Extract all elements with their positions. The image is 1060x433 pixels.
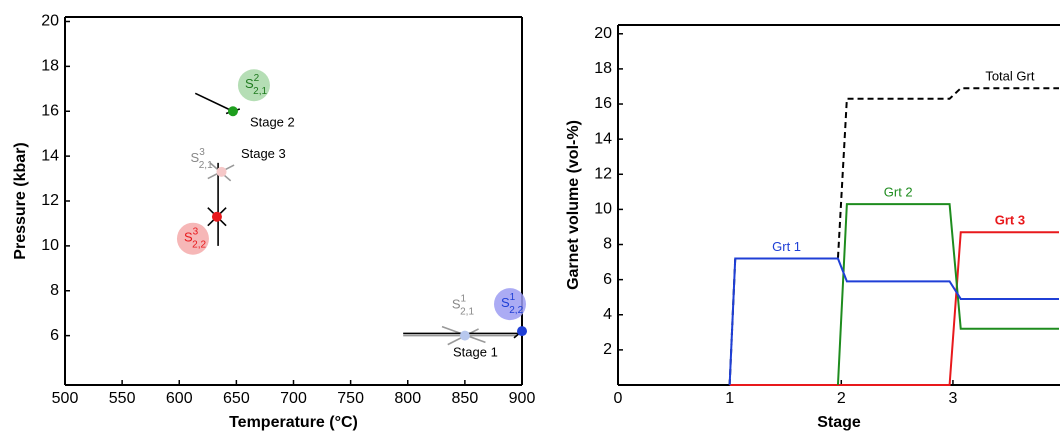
y-tick-label: 6 [50,327,59,344]
badge: S2 2,1 [245,73,268,97]
y-tick-label: 8 [50,282,59,299]
y-tick-label: 10 [594,201,612,218]
y-tick-label: 4 [603,306,612,323]
y-tick-label: 8 [603,236,612,253]
y-tick-label: 6 [603,271,612,288]
stage-label: Stage 1 [453,345,498,360]
badge-sup: 1 [461,293,467,304]
y-tick-label: 20 [594,25,612,42]
x-tick-label: 800 [394,390,421,407]
badge-base: S [184,230,193,245]
x-tick-label: 900 [509,390,536,407]
x-axis-title: Stage [817,414,861,431]
y-tick-label: 16 [41,102,59,119]
uncertainty-line [194,92,234,112]
y-tick-label: 2 [603,341,612,358]
stage-label: Stage 3 [241,146,286,161]
badge-base: S [452,297,461,312]
series-line [729,231,1059,386]
series-label: Grt 2 [884,185,913,200]
badge-bubble [176,222,209,255]
badge-sub: 2,1 [253,86,267,97]
series-label: Grt 3 [995,213,1025,228]
x-tick-label: 1 [725,390,734,407]
y-tick-label: 18 [594,60,612,77]
badge-sub: 2,2 [192,239,206,250]
x-tick-label: 2 [837,390,846,407]
badge-sup: 1 [510,292,516,303]
x-tick-label: 750 [337,390,364,407]
badge-sub: 2,2 [509,305,523,316]
badge-sub: 2,1 [199,159,213,170]
x-tick-label: 600 [166,390,193,407]
badge: S1 2,1 [452,293,475,317]
badge-sup: 3 [199,146,205,157]
x-tick-label: 3 [948,390,957,407]
y-tick-label: 14 [594,130,612,147]
badge: S1 2,2 [501,292,524,316]
badge-base: S [245,77,254,92]
y-tick-label: 16 [594,95,612,112]
point [517,326,527,337]
series-label: Grt 1 [772,239,801,254]
point [211,211,222,222]
y-tick-label: 10 [41,237,59,254]
badge-base: S [191,150,200,165]
x-tick-label: 650 [223,390,250,407]
series-line [836,203,1059,386]
x-tick-label: 550 [109,390,136,407]
x-tick-label: 500 [52,390,79,407]
x-axis-title: Temperature (°C) [229,414,358,431]
series-line [728,257,1059,386]
series-label: Total Grt [985,69,1035,84]
badge-sup: 2 [254,73,260,84]
y-tick-label: 12 [594,165,612,182]
badge-sup: 3 [193,226,199,237]
point [216,166,227,177]
badge-base: S [501,296,510,311]
series-line [728,87,1059,386]
badge: S3 2,2 [184,226,207,250]
point [459,330,470,341]
point [227,106,238,117]
stage-label: Stage 2 [250,115,295,130]
badge-sub: 2,1 [460,306,474,317]
y-tick-label: 14 [41,147,59,164]
x-tick-label: 0 [614,390,623,407]
y-tick-label: 18 [41,58,59,75]
y-axis-title: Garnet volume (vol-%) [565,120,582,290]
badge: S3 2,1 [191,146,214,170]
y-tick-label: 20 [41,13,59,30]
badge-bubble [237,69,270,102]
x-tick-label: 700 [280,390,307,407]
x-tick-label: 850 [452,390,479,407]
y-axis-title: Pressure (kbar) [12,142,29,259]
badge-bubble [494,288,526,321]
y-tick-label: 12 [41,192,59,209]
